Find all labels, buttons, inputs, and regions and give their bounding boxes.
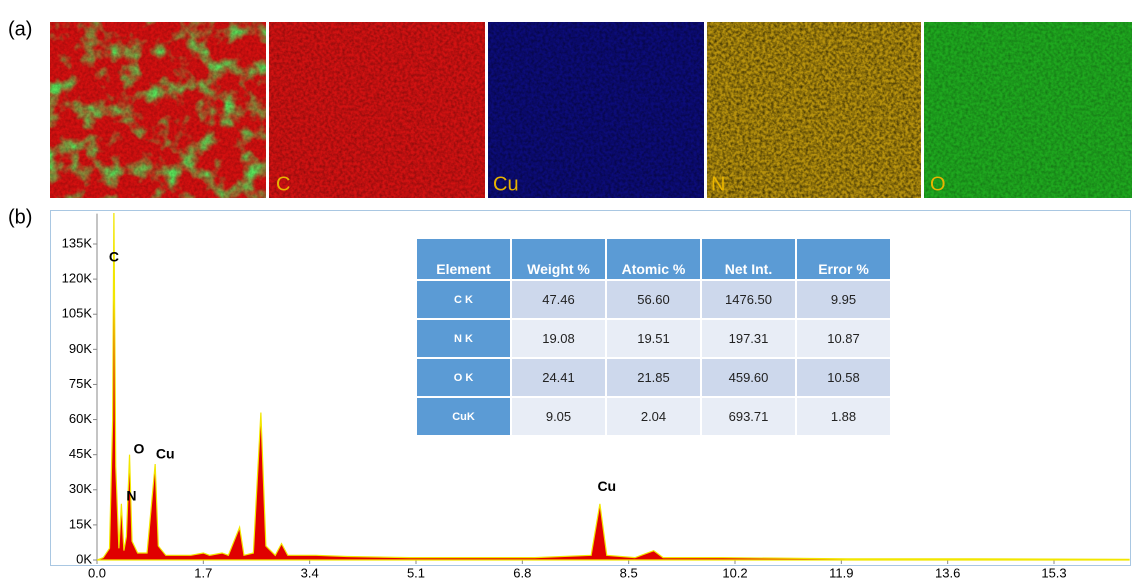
map-c bbox=[269, 22, 485, 198]
y-tick-label: 60K bbox=[69, 411, 92, 426]
header-cell: Net Int. bbox=[702, 239, 795, 279]
table-cell: 19.51 bbox=[607, 320, 700, 357]
table-cell: 2.04 bbox=[607, 398, 700, 435]
element-cell: N K bbox=[417, 320, 510, 357]
table-cell: 10.87 bbox=[797, 320, 890, 357]
panel-label: (b) bbox=[8, 206, 32, 228]
table-cell: 9.95 bbox=[797, 281, 890, 318]
y-tick-label: 30K bbox=[69, 481, 92, 496]
map-label: N bbox=[711, 173, 725, 195]
y-tick-label: 75K bbox=[69, 376, 92, 391]
table-cell: 693.71 bbox=[702, 398, 795, 435]
x-tick-label: 5.1 bbox=[407, 565, 425, 580]
table-cell: 459.60 bbox=[702, 359, 795, 396]
table-cell: 1.88 bbox=[797, 398, 890, 435]
x-tick-label: 3.4 bbox=[301, 565, 319, 580]
y-tick-label: 105K bbox=[62, 306, 93, 321]
table-cell: 47.46 bbox=[512, 281, 605, 318]
page: (a) (b) C Cu N O 0K 15K 30K 45K 60K 75K 90K 105… bbox=[0, 0, 1132, 582]
element-cell: O K bbox=[417, 359, 510, 396]
table-cell: 24.41 bbox=[512, 359, 605, 396]
table-cell: 19.08 bbox=[512, 320, 605, 357]
table-cell: 10.58 bbox=[797, 359, 890, 396]
x-tick-label: 8.5 bbox=[620, 565, 638, 580]
x-tick-label: 6.8 bbox=[513, 565, 531, 580]
header-cell: Error % bbox=[797, 239, 890, 279]
element-cell: C K bbox=[417, 281, 510, 318]
map-n bbox=[707, 22, 921, 198]
peak-label: C bbox=[109, 249, 119, 265]
header-cell: Weight % bbox=[512, 239, 605, 279]
x-tick-label: 1.7 bbox=[194, 565, 212, 580]
table-cell: 9.05 bbox=[512, 398, 605, 435]
table-cell: 1476.50 bbox=[702, 281, 795, 318]
x-tick-label: 11.9 bbox=[829, 565, 853, 580]
map-label: O bbox=[930, 173, 946, 195]
map-label: C bbox=[276, 173, 290, 195]
y-tick-label: 120K bbox=[62, 271, 93, 286]
table-cell: 197.31 bbox=[702, 320, 795, 357]
panel-label: (a) bbox=[8, 18, 32, 40]
map-overlay bbox=[50, 22, 266, 198]
y-tick-label: 45K bbox=[69, 446, 92, 461]
element-cell: CuK bbox=[417, 398, 510, 435]
map-label: Cu bbox=[493, 173, 519, 195]
y-tick-label: 90K bbox=[69, 341, 92, 356]
y-tick-label: 15K bbox=[69, 516, 92, 531]
map-o bbox=[924, 22, 1132, 198]
y-tick-label: 135K bbox=[62, 235, 93, 250]
peak-label: Cu bbox=[156, 445, 175, 461]
table-cell: 56.60 bbox=[607, 281, 700, 318]
x-tick-label: 13.6 bbox=[935, 565, 960, 580]
header-cell: Element bbox=[417, 239, 510, 279]
table-cell: 21.85 bbox=[607, 359, 700, 396]
x-tick-label: 0.0 bbox=[88, 565, 106, 580]
map-cu bbox=[488, 22, 704, 198]
header-cell: Atomic % bbox=[607, 239, 700, 279]
y-tick-label: 0K bbox=[76, 551, 92, 566]
x-tick-label: 15.3 bbox=[1041, 565, 1066, 580]
x-tick-label: 10.2 bbox=[722, 565, 747, 580]
peak-label: O bbox=[133, 441, 144, 457]
peak-label: N bbox=[126, 488, 136, 504]
peak-label: Cu bbox=[597, 478, 616, 494]
